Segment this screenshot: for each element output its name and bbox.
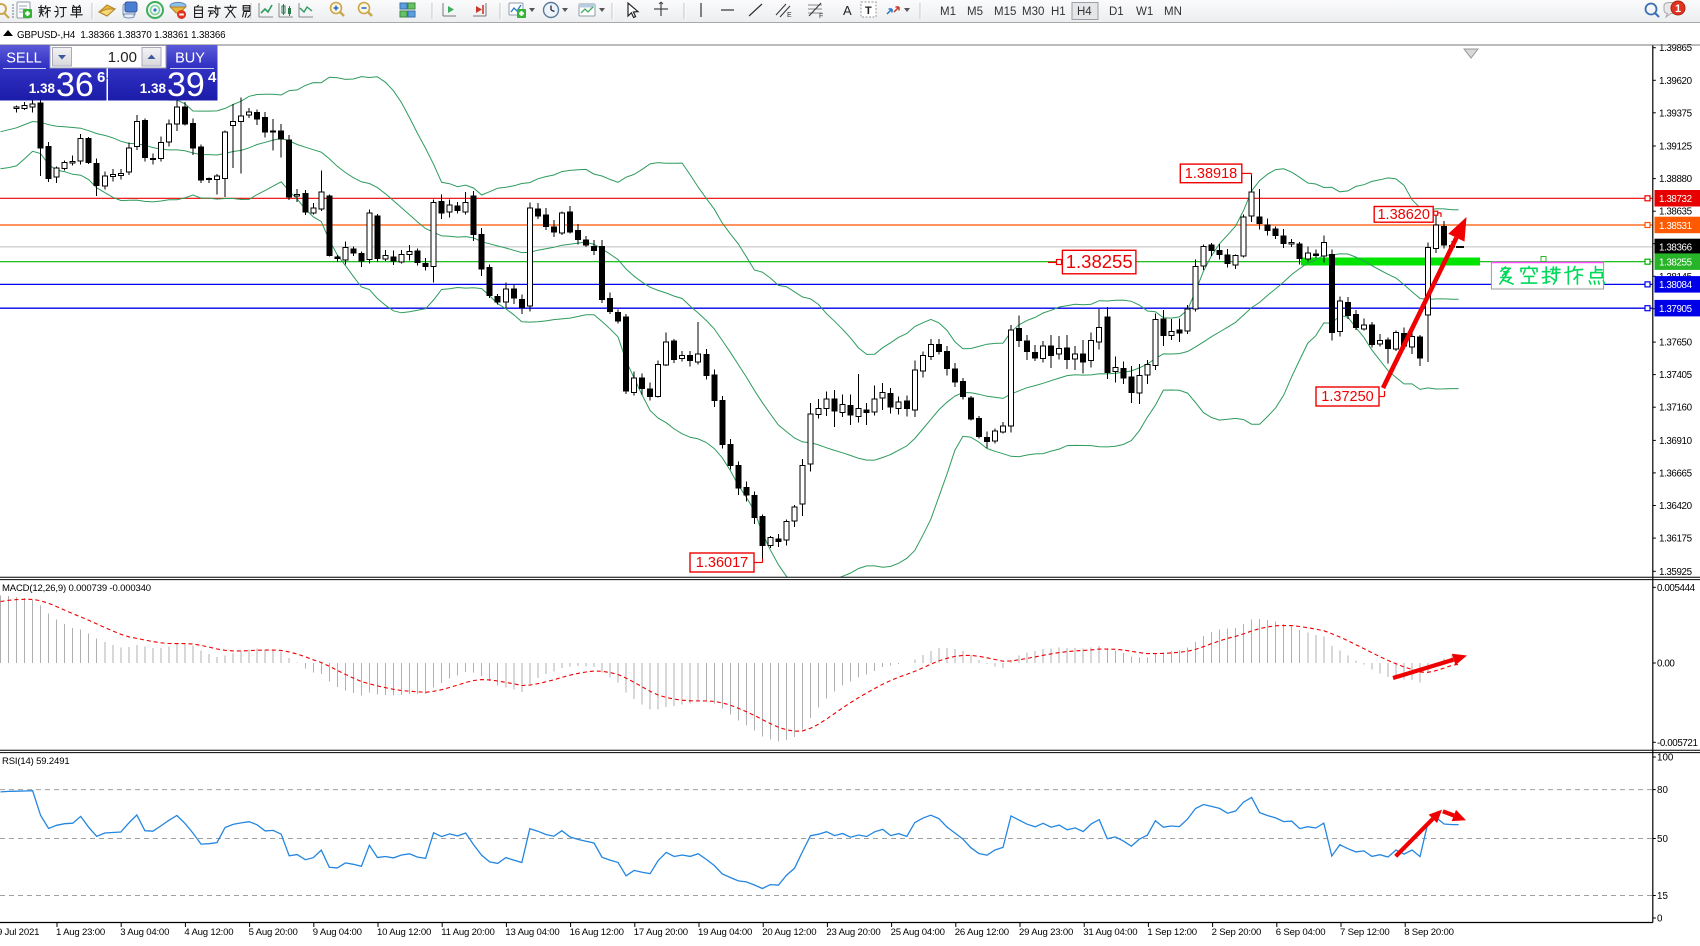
svg-text:1.37160: 1.37160 [1659, 403, 1693, 414]
svg-text:25 Aug 04:00: 25 Aug 04:00 [891, 927, 945, 938]
svg-text:1.36910: 1.36910 [1659, 436, 1693, 447]
svg-text:1.00: 1.00 [108, 49, 137, 66]
svg-text:MACD(12,26,9) 0.000739 -0.0003: MACD(12,26,9) 0.000739 -0.000340 [2, 583, 151, 594]
svg-text:W1: W1 [1136, 6, 1153, 18]
svg-text:GBPUSD-,H4 1.38366 1.38370 1.: GBPUSD-,H4 1.38366 1.38370 1.38361 1.383… [17, 30, 225, 41]
svg-text:0.005444: 0.005444 [1657, 583, 1696, 594]
svg-text:8 Sep 20:00: 8 Sep 20:00 [1404, 927, 1454, 938]
svg-text:T: T [865, 5, 872, 17]
svg-text:1.38732: 1.38732 [1659, 194, 1692, 205]
svg-text:39: 39 [167, 66, 205, 104]
svg-text:1.37405: 1.37405 [1659, 370, 1693, 381]
svg-text:1.38620: 1.38620 [1377, 207, 1429, 223]
svg-text:1.38: 1.38 [140, 81, 167, 96]
svg-text:1 Aug 23:00: 1 Aug 23:00 [56, 927, 105, 938]
svg-text:1.38255: 1.38255 [1659, 258, 1693, 269]
svg-text:1.36017: 1.36017 [696, 555, 748, 571]
svg-text:1.37650: 1.37650 [1659, 338, 1693, 349]
svg-text:H4: H4 [1077, 6, 1092, 18]
svg-text:16 Aug 12:00: 16 Aug 12:00 [570, 927, 624, 938]
svg-text:1.38918: 1.38918 [1185, 166, 1237, 182]
svg-text:F: F [819, 13, 823, 20]
svg-text:17 Aug 20:00: 17 Aug 20:00 [634, 927, 688, 938]
svg-text:100: 100 [1657, 753, 1674, 764]
svg-text:29 Jul 2021: 29 Jul 2021 [0, 927, 39, 938]
svg-text:31 Aug 04:00: 31 Aug 04:00 [1083, 927, 1137, 938]
svg-text:1.38255: 1.38255 [1066, 251, 1133, 272]
svg-text:D1: D1 [1109, 6, 1124, 18]
svg-text:9 Aug 04:00: 9 Aug 04:00 [313, 927, 362, 938]
svg-text:1.37905: 1.37905 [1659, 304, 1693, 315]
svg-text:SELL: SELL [6, 51, 41, 67]
svg-text:BUY: BUY [175, 51, 205, 67]
svg-text:5 Aug 20:00: 5 Aug 20:00 [249, 927, 298, 938]
svg-text:1.38366: 1.38366 [1659, 243, 1693, 254]
svg-text:3 Aug 04:00: 3 Aug 04:00 [120, 927, 169, 938]
svg-text:H1: H1 [1051, 6, 1066, 18]
svg-text:6 Sep 04:00: 6 Sep 04:00 [1276, 927, 1326, 938]
svg-text:M1: M1 [940, 6, 956, 18]
svg-text:0: 0 [1657, 914, 1663, 925]
svg-text:1.39375: 1.39375 [1659, 108, 1693, 119]
svg-text:2 Sep 20:00: 2 Sep 20:00 [1212, 927, 1262, 938]
svg-text:13 Aug 04:00: 13 Aug 04:00 [505, 927, 559, 938]
svg-text:80: 80 [1657, 785, 1668, 796]
svg-text:1.38531: 1.38531 [1659, 221, 1692, 232]
svg-text:26 Aug 12:00: 26 Aug 12:00 [955, 927, 1009, 938]
svg-text:1.39620: 1.39620 [1659, 76, 1693, 87]
svg-text:1.38084: 1.38084 [1659, 280, 1693, 291]
svg-text:15: 15 [1657, 891, 1668, 902]
svg-text:A: A [843, 3, 852, 18]
svg-text:1.36420: 1.36420 [1659, 501, 1693, 512]
svg-text:M15: M15 [994, 6, 1016, 18]
svg-text:20 Aug 12:00: 20 Aug 12:00 [762, 927, 816, 938]
svg-text:MN: MN [1164, 6, 1182, 18]
svg-text:M5: M5 [967, 6, 983, 18]
svg-text:1: 1 [1675, 3, 1681, 15]
svg-text:-0.005721: -0.005721 [1657, 738, 1698, 749]
svg-text:1.36175: 1.36175 [1659, 534, 1693, 545]
svg-text:4 Aug 12:00: 4 Aug 12:00 [184, 927, 233, 938]
svg-text:1 Sep 12:00: 1 Sep 12:00 [1147, 927, 1197, 938]
svg-text:1.38635: 1.38635 [1659, 207, 1693, 218]
svg-text:11 Aug 20:00: 11 Aug 20:00 [441, 927, 494, 938]
svg-text:36: 36 [56, 66, 94, 104]
svg-text:E: E [787, 12, 792, 19]
svg-text:0.00: 0.00 [1657, 659, 1675, 670]
svg-text:29 Aug 23:00: 29 Aug 23:00 [1019, 927, 1073, 938]
svg-text:1.37250: 1.37250 [1321, 389, 1373, 405]
svg-text:4: 4 [208, 69, 217, 86]
svg-text:19 Aug 04:00: 19 Aug 04:00 [698, 927, 752, 938]
svg-text:1.36665: 1.36665 [1659, 468, 1693, 479]
svg-text:1.38880: 1.38880 [1659, 174, 1693, 185]
svg-text:1.38: 1.38 [29, 81, 56, 96]
svg-text:1.35925: 1.35925 [1659, 567, 1693, 578]
svg-text:M30: M30 [1022, 6, 1044, 18]
svg-text:6: 6 [97, 69, 105, 86]
svg-text:RSI(14) 59.2491: RSI(14) 59.2491 [2, 756, 69, 767]
svg-text:10 Aug 12:00: 10 Aug 12:00 [377, 927, 431, 938]
svg-text:1.39125: 1.39125 [1659, 142, 1693, 153]
svg-text:23 Aug 20:00: 23 Aug 20:00 [826, 927, 880, 938]
svg-text:50: 50 [1657, 834, 1668, 845]
svg-text:7 Sep 12:00: 7 Sep 12:00 [1340, 927, 1390, 938]
